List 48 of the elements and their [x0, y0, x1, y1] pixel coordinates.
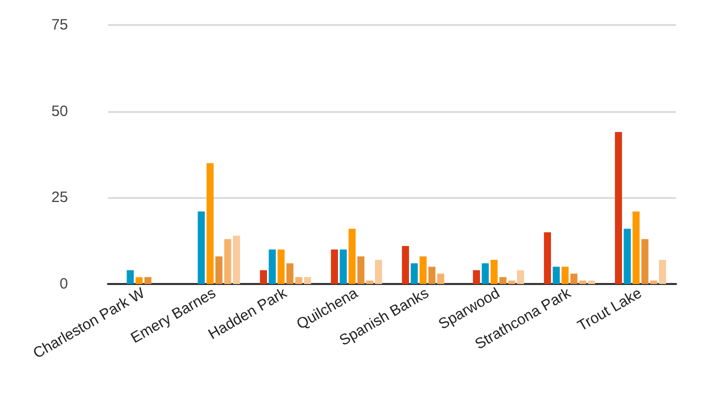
bar — [260, 270, 267, 284]
bar — [517, 270, 524, 284]
bar — [410, 263, 418, 284]
bar — [233, 236, 240, 284]
bar — [472, 270, 480, 284]
y-tick-label: 50 — [51, 102, 68, 120]
bar — [579, 280, 586, 284]
y-tick-label: 75 — [51, 16, 68, 34]
bar — [562, 266, 569, 284]
x-tick-label: Trout Lake — [574, 284, 645, 335]
bar — [508, 280, 516, 284]
bar — [224, 239, 232, 284]
bar — [588, 280, 596, 284]
bar — [420, 256, 427, 284]
bar — [624, 228, 631, 284]
bar — [330, 249, 338, 284]
bar — [198, 211, 205, 284]
bar — [552, 266, 560, 284]
bar — [428, 266, 436, 284]
bar — [357, 256, 364, 284]
bar — [295, 277, 302, 284]
bar — [437, 274, 444, 284]
bar — [659, 260, 666, 284]
bar — [278, 249, 285, 284]
bar — [144, 277, 152, 284]
bar — [641, 239, 648, 284]
bar — [402, 246, 409, 284]
bar — [215, 256, 222, 284]
bar — [499, 277, 506, 284]
bar — [650, 280, 658, 284]
bar — [304, 277, 312, 284]
y-tick-label: 0 — [60, 276, 68, 292]
bar — [126, 270, 134, 284]
bar — [348, 228, 356, 284]
bar — [268, 249, 276, 284]
bar — [375, 260, 382, 284]
bar — [366, 280, 374, 284]
bar — [136, 277, 143, 284]
bar — [544, 232, 551, 284]
bar — [340, 249, 347, 284]
bar — [614, 132, 622, 284]
bar — [286, 263, 294, 284]
bar — [570, 274, 578, 284]
bar — [632, 211, 640, 284]
bar — [206, 163, 214, 284]
bar — [482, 263, 489, 284]
bar — [490, 260, 498, 284]
y-tick-label: 25 — [51, 189, 68, 206]
